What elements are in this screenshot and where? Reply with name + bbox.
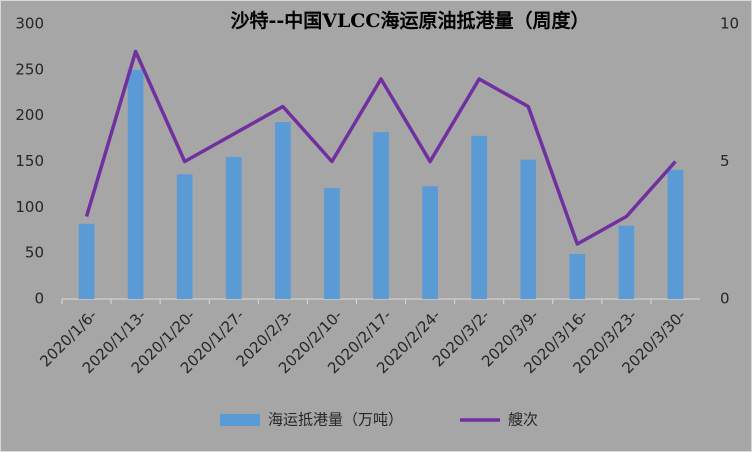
y-tick-label: 200 <box>15 106 44 124</box>
bar <box>176 174 193 299</box>
y-tick-label: 50 <box>25 244 44 262</box>
y2-tick-label: 10 <box>720 15 739 33</box>
y-tick-label: 100 <box>15 198 44 216</box>
bar <box>618 225 635 299</box>
line <box>84 49 677 246</box>
y-tick-label: 150 <box>15 152 44 170</box>
y2-tick-label: 5 <box>720 152 730 170</box>
bar <box>127 69 144 299</box>
bar <box>225 156 242 299</box>
y-tick-label: 250 <box>15 60 44 78</box>
bar <box>471 135 488 299</box>
bar <box>667 169 684 299</box>
y-tick-label: 0 <box>34 290 44 308</box>
y2-tick-label: 0 <box>720 290 730 308</box>
bar <box>324 188 340 299</box>
legend-label: 海运抵港量（万吨） <box>268 411 403 429</box>
legend-swatch <box>220 414 260 426</box>
bar <box>569 254 586 299</box>
bar <box>520 159 537 299</box>
bar <box>274 122 291 299</box>
bar <box>373 132 389 299</box>
bar <box>422 186 438 299</box>
chart-title: 沙特--中国VLCC海运原油抵港量（周度） <box>230 9 589 32</box>
y-tick-label: 300 <box>15 15 44 33</box>
legend-label: 艘次 <box>508 411 538 429</box>
bar <box>78 223 95 299</box>
